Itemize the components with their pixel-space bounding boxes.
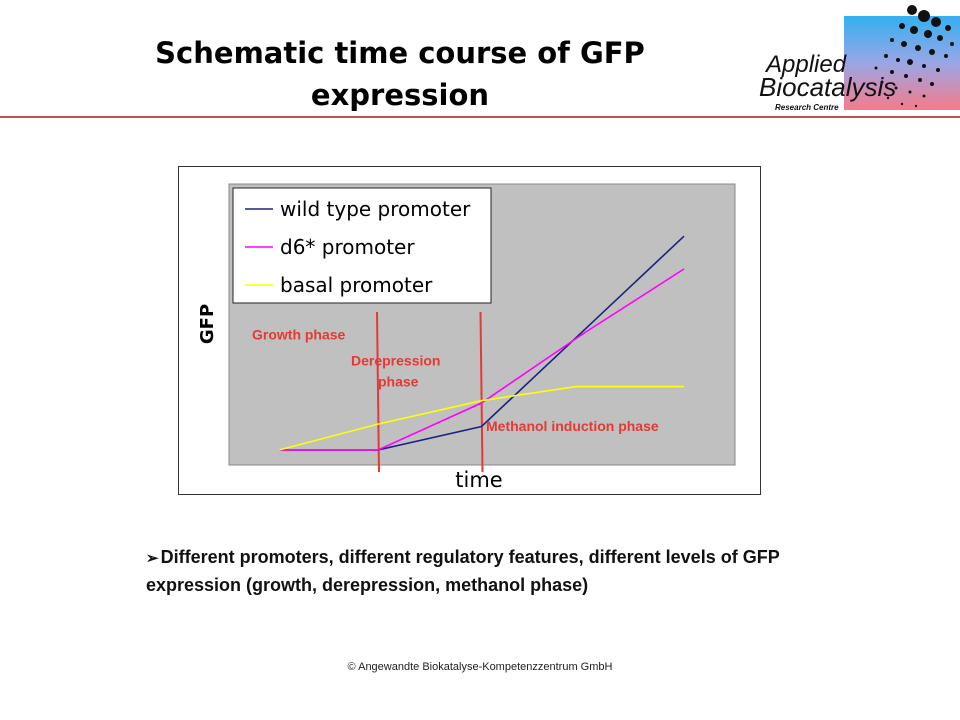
logo-dot <box>890 38 894 42</box>
logo-dot <box>908 90 912 94</box>
logo-dot <box>907 5 917 15</box>
phase-annotation-4: Methanol induction phase <box>486 418 659 434</box>
legend-label-2: d6* promoter <box>280 235 415 259</box>
logo-dot <box>874 66 878 70</box>
phase-annotation-2: Derepression <box>351 352 440 368</box>
logo-dot <box>922 94 926 98</box>
y-axis-label: GFP <box>197 304 218 344</box>
logo-dot <box>910 26 918 34</box>
logo-dot <box>890 70 894 74</box>
legend-label-3: basal promoter <box>280 273 433 297</box>
phase-annotation-3: phase <box>378 374 419 390</box>
gfp-time-course-chart: Growth phase Derepression phase Methanol in… <box>197 183 736 492</box>
logo-dot <box>899 23 905 29</box>
logo-dot <box>894 86 898 90</box>
logo-dot <box>907 59 913 65</box>
arrow-bullet-icon: ➢ <box>146 550 159 567</box>
logo-dot <box>884 54 888 58</box>
logo-dot <box>944 54 948 58</box>
phase-marker-line-2 <box>479 311 484 473</box>
series-line-2 <box>279 268 685 451</box>
logo-line1: Applied <box>764 51 847 78</box>
slide-title: Schematic time course of GFP expression <box>155 36 645 112</box>
logo-dot <box>918 78 922 82</box>
logo-gradient-block <box>844 16 960 110</box>
logo-dots <box>874 5 954 108</box>
logo-line2: Biocatalysis <box>759 72 896 102</box>
logo-dot <box>901 41 907 47</box>
logo-dot <box>896 58 900 62</box>
logo-dot <box>904 74 908 78</box>
bullet-text: Different promoters, different regulator… <box>146 547 780 595</box>
logo-dot <box>900 102 904 106</box>
logo-dot <box>930 82 934 86</box>
series-line-3 <box>278 385 684 451</box>
footer-copyright: © Angewandte Biokatalyse-Kompetenzzentru… <box>347 661 613 673</box>
applied-biocatalysis-logo: Applied Biocatalysis Research Centre <box>759 5 960 112</box>
logo-dot <box>924 30 932 38</box>
logo-line3: Research Centre <box>775 103 839 112</box>
phase-marker-line-1 <box>376 311 380 473</box>
logo-dot <box>918 10 930 22</box>
x-axis-label: time <box>455 468 502 492</box>
title-divider <box>0 116 960 118</box>
bullet-point: ➢ Different promoters, different regulato… <box>146 544 866 599</box>
legend-label-1: wild type promoter <box>280 197 471 221</box>
chart-frame: Growth phase Derepression phase Methanol in… <box>178 166 761 495</box>
logo-dot <box>945 25 951 31</box>
logo-dot <box>915 45 921 51</box>
logo-dot <box>929 49 935 55</box>
logo-dot <box>880 80 884 84</box>
logo-dot <box>914 104 918 108</box>
phase-annotation-1: Growth phase <box>252 327 346 343</box>
logo-dot <box>886 96 890 100</box>
legend-box <box>232 187 492 304</box>
logo-dot <box>936 68 940 72</box>
logo-dot <box>922 64 926 68</box>
logo-dot <box>950 42 954 46</box>
logo-dot <box>878 90 882 94</box>
logo-dot <box>937 35 943 41</box>
logo-dot <box>931 17 941 27</box>
